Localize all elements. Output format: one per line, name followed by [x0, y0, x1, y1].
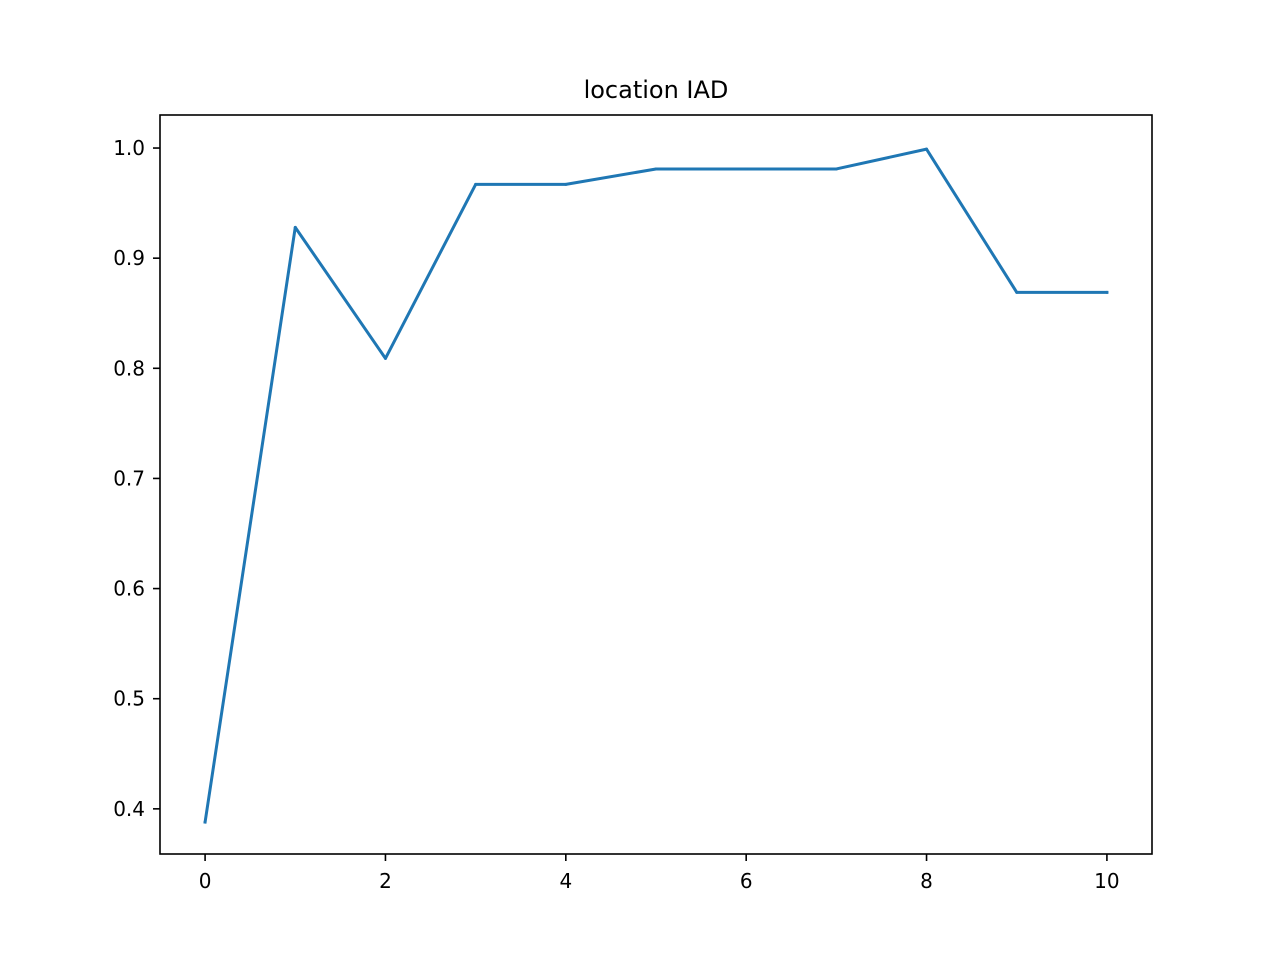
data-point [564, 183, 567, 186]
y-tick-label: 0.5 [113, 687, 145, 711]
data-point [204, 821, 207, 824]
x-tick-label: 0 [199, 869, 212, 893]
data-point [925, 148, 928, 151]
data-point [294, 226, 297, 229]
data-point [384, 357, 387, 360]
data-point [1015, 291, 1018, 294]
x-tick-label: 8 [920, 869, 933, 893]
x-tick-label: 2 [379, 869, 392, 893]
y-tick-label: 0.7 [113, 466, 145, 490]
data-point [655, 167, 658, 170]
x-tick-label: 6 [740, 869, 753, 893]
data-point [474, 183, 477, 186]
chart-title: location IAD [584, 76, 729, 104]
y-tick-label: 0.6 [113, 577, 145, 601]
data-point [1105, 291, 1108, 294]
y-tick-label: 0.4 [113, 797, 145, 821]
y-tick-label: 0.8 [113, 356, 145, 380]
data-point [745, 167, 748, 170]
x-tick-label: 10 [1094, 869, 1119, 893]
y-tick-label: 1.0 [113, 136, 145, 160]
x-tick-label: 4 [559, 869, 572, 893]
data-point [835, 167, 838, 170]
y-tick-label: 0.9 [113, 246, 145, 270]
